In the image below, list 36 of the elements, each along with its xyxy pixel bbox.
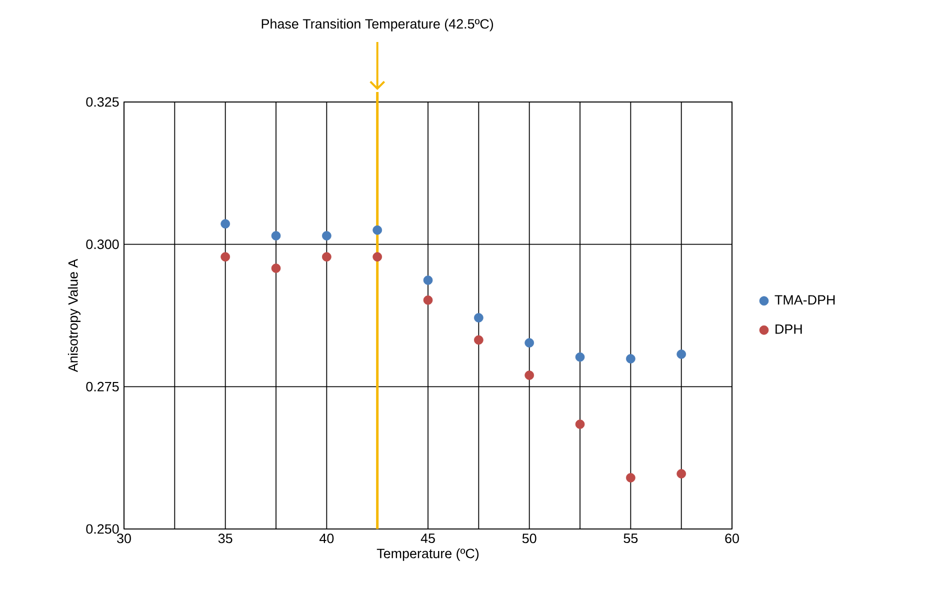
point — [474, 313, 484, 322]
x-tick-label: 35 — [218, 534, 232, 544]
x-tick-label: 40 — [320, 534, 334, 544]
y-tick-label: 0.300 — [86, 240, 119, 250]
point — [220, 252, 230, 262]
y-axis-title: Anisotropy Value A — [68, 258, 80, 372]
point — [423, 295, 433, 305]
point — [626, 473, 636, 482]
point — [575, 420, 585, 429]
legend-label: TMA-DPH — [774, 295, 835, 305]
legend-label: DPH — [776, 324, 802, 334]
y-tick-label: 0.250 — [86, 524, 119, 534]
point — [423, 276, 433, 285]
point — [575, 352, 585, 362]
x-tick-label: 60 — [725, 534, 739, 544]
point — [676, 469, 686, 478]
x-tick-label: 45 — [420, 534, 435, 544]
point — [474, 335, 484, 345]
x-axis-title: Temperature (ºC) — [376, 548, 479, 561]
point — [524, 370, 534, 380]
point — [626, 354, 636, 364]
x-tick-label: 55 — [624, 534, 638, 544]
y-tick-label: 0.275 — [86, 382, 119, 392]
point — [322, 252, 332, 262]
point — [271, 231, 281, 240]
ref-line-label: Phase Transition Temperature (42.5ºC) — [262, 18, 494, 32]
x-tick-label: 50 — [522, 534, 536, 544]
point — [372, 225, 382, 235]
point — [271, 264, 281, 273]
x-tick-label: 30 — [117, 534, 131, 544]
point — [322, 231, 332, 240]
point — [220, 219, 230, 229]
y-tick-label: 0.325 — [86, 97, 119, 107]
point — [372, 252, 382, 262]
point — [524, 338, 534, 348]
point — [676, 350, 686, 359]
